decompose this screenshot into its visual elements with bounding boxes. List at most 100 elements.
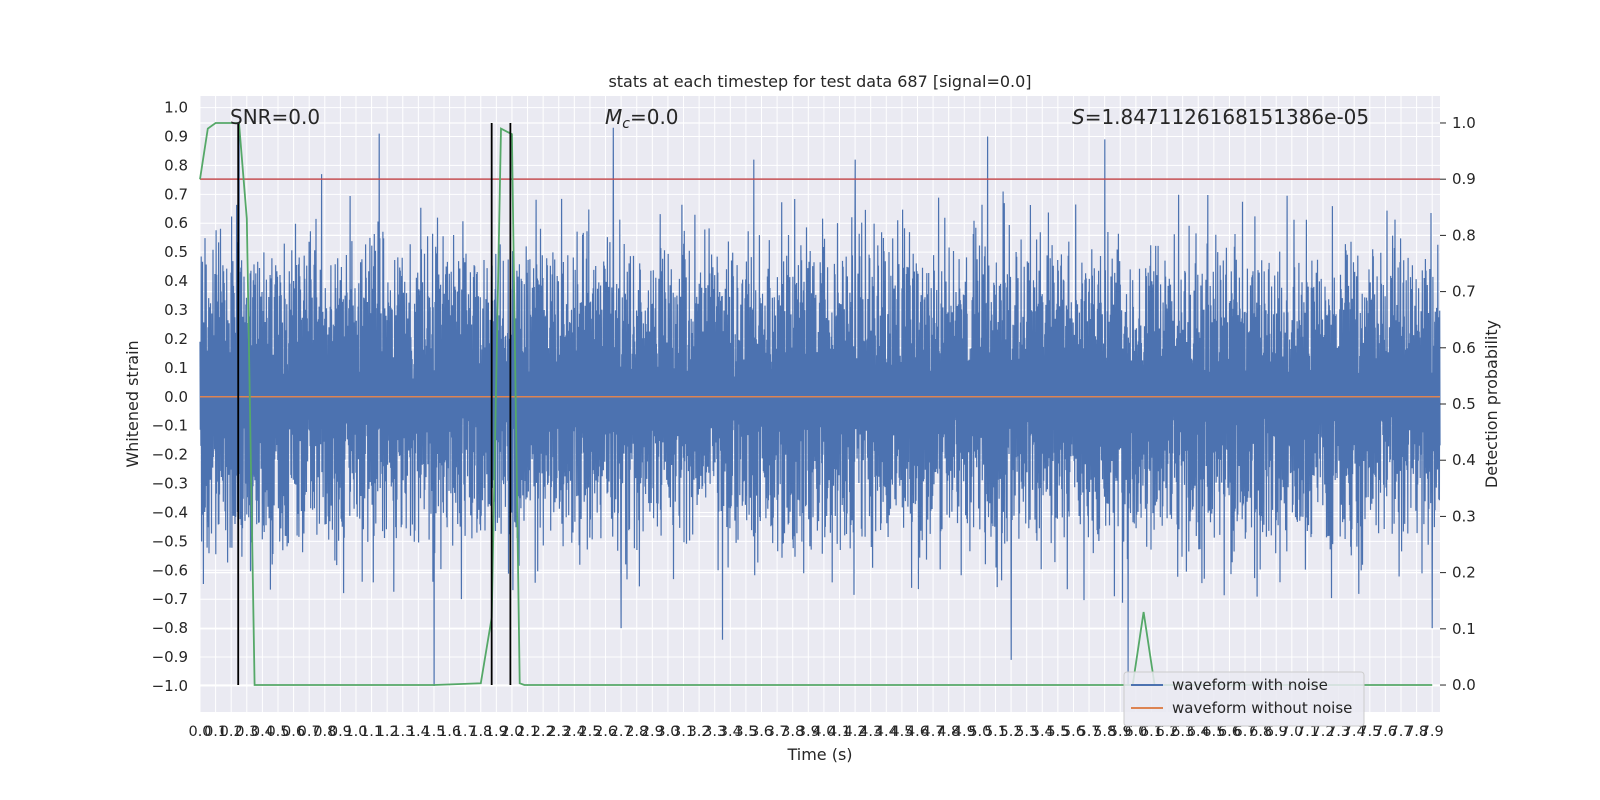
x-tick-label: 4.1 — [828, 724, 851, 740]
legend-label-noise: waveform with noise — [1172, 676, 1328, 694]
x-tick-label: 1.5 — [422, 724, 445, 740]
x-tick-label: 7.9 — [1421, 724, 1444, 740]
x-tick-label: 0.8 — [313, 724, 336, 740]
x-axis: 0.00.10.20.30.40.50.60.70.80.91.01.11.21… — [188, 724, 1443, 740]
snr-annotation: SNR=0.0 — [230, 105, 320, 129]
y-axis-label: Whitened strain — [123, 340, 142, 467]
y2-tick-label: 0.3 — [1452, 507, 1476, 525]
x-tick-label: 5.3 — [1015, 724, 1038, 740]
x-tick-label: 0.5 — [266, 724, 289, 740]
y-tick-label: −0.5 — [152, 532, 188, 550]
x-tick-label: 4.7 — [922, 724, 945, 740]
y2-tick-label: 0.0 — [1452, 676, 1476, 694]
x-tick-label: 3.6 — [750, 724, 773, 740]
x-tick-label: 2.1 — [516, 724, 539, 740]
chirp-mass-annotation: Mc=0.0 — [605, 105, 679, 132]
x-tick-label: 4.9 — [953, 724, 976, 740]
x-tick-label: 0.1 — [204, 724, 227, 740]
y-tick-label: 0.0 — [164, 388, 188, 406]
y-tick-label: 0.1 — [164, 359, 188, 377]
x-tick-label: 7.2 — [1311, 724, 1334, 740]
x-tick-label: 2.0 — [500, 724, 523, 740]
x-tick-label: 2.8 — [625, 724, 648, 740]
x-tick-label: 5.4 — [1031, 724, 1054, 740]
x-tick-label: 3.5 — [734, 724, 757, 740]
x-tick-label: 3.3 — [703, 724, 726, 740]
x-tick-label: 2.4 — [563, 724, 586, 740]
x-tick-label: 6.0 — [1124, 724, 1147, 740]
x-tick-label: 0.7 — [298, 724, 321, 740]
y2-tick-label: 0.5 — [1452, 395, 1476, 413]
y-tick-label: 1.0 — [164, 99, 188, 117]
x-tick-label: 5.0 — [968, 724, 991, 740]
x-tick-label: 6.4 — [1187, 724, 1210, 740]
legend: waveform with noise waveform without noi… — [1123, 671, 1365, 727]
legend-box — [1123, 671, 1365, 727]
x-tick-label: 0.0 — [188, 724, 211, 740]
series-waveform-with-noise — [199, 127, 1441, 687]
legend-label-clean: waveform without noise — [1172, 699, 1352, 717]
y-tick-label: 0.7 — [164, 185, 188, 203]
y2-tick-label: 0.1 — [1452, 620, 1476, 638]
x-tick-label: 5.9 — [1109, 724, 1132, 740]
y-axis-right: 0.0 0.1 0.2 0.3 0.4 0.5 0.6 0.7 0.8 0.9 1.0 — [1440, 114, 1476, 694]
x-tick-label: 2.7 — [610, 724, 633, 740]
x-tick-label: 7.6 — [1374, 724, 1397, 740]
x-tick-label: 2.3 — [547, 724, 570, 740]
x-tick-label: 2.2 — [532, 724, 555, 740]
x-tick-label: 1.1 — [360, 724, 383, 740]
x-tick-label: 2.6 — [594, 724, 617, 740]
x-tick-label: 6.2 — [1156, 724, 1179, 740]
x-tick-label: 7.8 — [1405, 724, 1428, 740]
x-tick-label: 6.3 — [1171, 724, 1194, 740]
x-tick-label: 7.4 — [1343, 724, 1366, 740]
statistic-annotation: S=1.8471126168151386e-05 — [1072, 105, 1369, 129]
y2-tick-label: 0.6 — [1452, 339, 1476, 357]
x-tick-label: 0.6 — [282, 724, 305, 740]
y-tick-label: 0.3 — [164, 301, 188, 319]
x-tick-label: 6.8 — [1249, 724, 1272, 740]
x-tick-label: 1.0 — [344, 724, 367, 740]
x-tick-label: 6.7 — [1234, 724, 1257, 740]
y2-tick-label: 0.4 — [1452, 451, 1476, 469]
y-tick-label: −0.1 — [152, 417, 188, 435]
x-tick-label: 1.7 — [454, 724, 477, 740]
x-tick-label: 4.5 — [890, 724, 913, 740]
x-tick-label: 6.6 — [1218, 724, 1241, 740]
x-tick-label: 2.9 — [641, 724, 664, 740]
x-tick-label: 1.3 — [391, 724, 414, 740]
x-tick-label: 4.0 — [812, 724, 835, 740]
x-tick-label: 5.1 — [984, 724, 1007, 740]
y-tick-label: 0.9 — [164, 127, 188, 145]
x-tick-label: 3.0 — [656, 724, 679, 740]
x-tick-label: 7.3 — [1327, 724, 1350, 740]
x-tick-label: 1.9 — [485, 724, 508, 740]
y-tick-label: −1.0 — [152, 677, 188, 695]
y-axis-left: −1.0 −0.9 −0.8 −0.7 −0.6 −0.5 −0.4 −0.3 −0.2 −0.1… — [152, 99, 188, 695]
y-tick-label: −0.7 — [152, 590, 188, 608]
x-tick-label: 1.2 — [376, 724, 399, 740]
x-tick-label: 3.8 — [781, 724, 804, 740]
y2-tick-label: 1.0 — [1452, 114, 1476, 132]
x-tick-label: 0.9 — [329, 724, 352, 740]
x-tick-label: 3.1 — [672, 724, 695, 740]
y2-tick-label: 0.7 — [1452, 283, 1476, 301]
y-tick-label: −0.4 — [152, 503, 188, 521]
series-layer — [199, 122, 1441, 687]
y2-tick-label: 0.2 — [1452, 564, 1476, 582]
y2-tick-label: 0.9 — [1452, 170, 1476, 188]
y-tick-label: 0.5 — [164, 243, 188, 261]
y-tick-label: 0.4 — [164, 272, 188, 290]
x-tick-label: 3.2 — [688, 724, 711, 740]
y-tick-label: 0.6 — [164, 214, 188, 232]
x-tick-label: 6.9 — [1265, 724, 1288, 740]
x-tick-label: 5.8 — [1093, 724, 1116, 740]
x-tick-label: 1.4 — [407, 724, 430, 740]
x-tick-label: 7.1 — [1296, 724, 1319, 740]
y2-tick-label: 0.8 — [1452, 226, 1476, 244]
x-tick-label: 6.5 — [1202, 724, 1225, 740]
y-tick-label: −0.8 — [152, 619, 188, 637]
x-tick-label: 4.2 — [844, 724, 867, 740]
x-tick-label: 0.3 — [235, 724, 258, 740]
